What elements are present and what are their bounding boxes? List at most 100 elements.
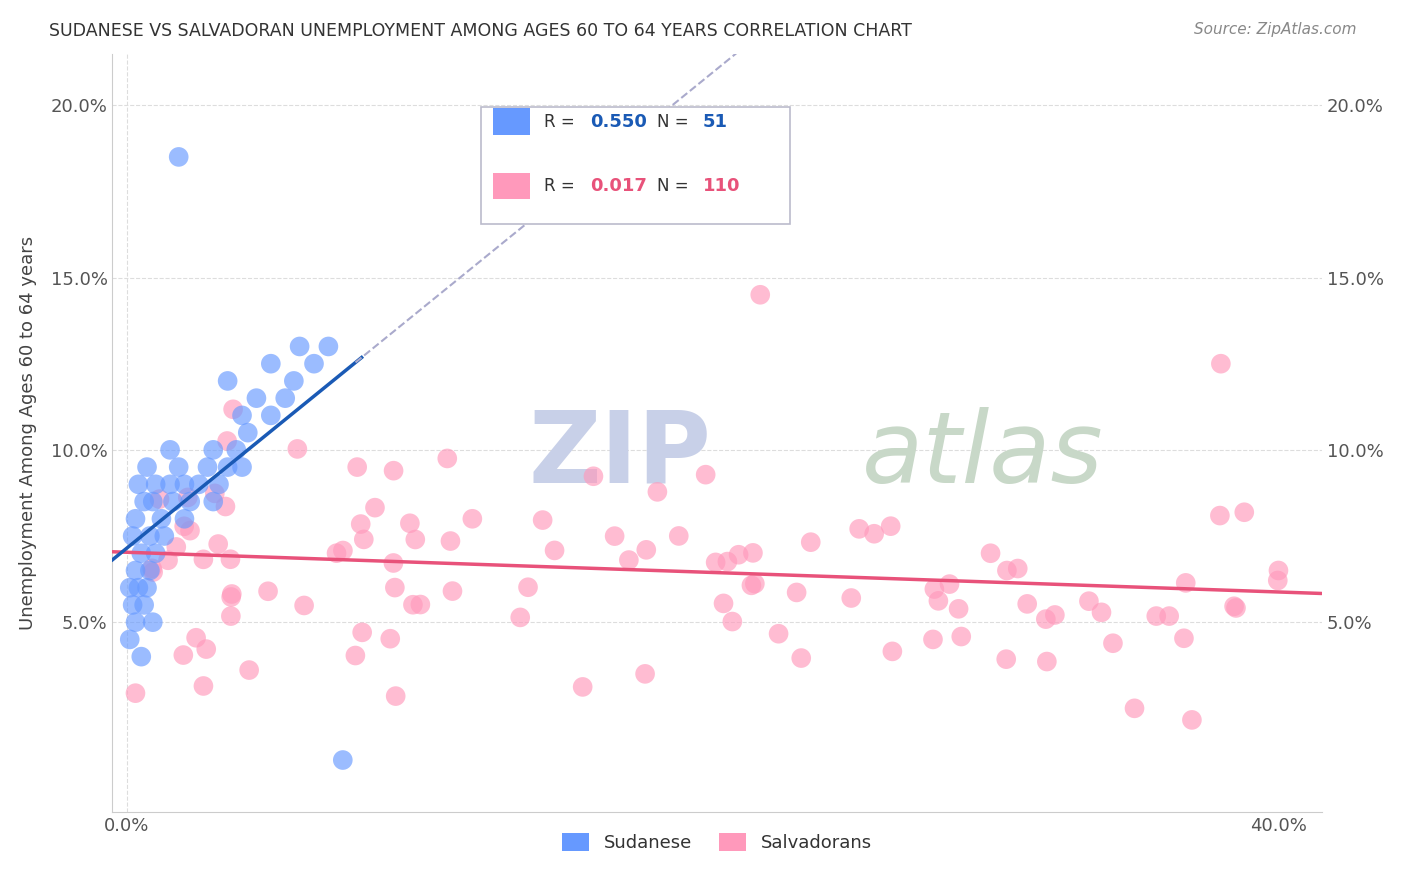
Point [159,477,181,491]
Point [165,540,187,554]
Text: 0.550: 0.550 [591,112,647,131]
Point [285,442,308,456]
Point [136,581,159,595]
Point [441,584,464,599]
Point [1267,564,1289,578]
Y-axis label: Unemployment Among Ages 60 to 64 years: Unemployment Among Ages 60 to 64 years [18,235,37,630]
Text: 110: 110 [703,178,740,195]
Point [1173,632,1195,646]
Point [1223,599,1246,614]
Point [162,494,184,508]
Point [995,564,1018,578]
Point [288,339,311,353]
Point [1225,601,1247,615]
Point [647,484,669,499]
Point [260,409,283,423]
Point [202,442,225,457]
Point [145,546,167,560]
Point [1144,609,1167,624]
Point [531,513,554,527]
Point [219,590,242,604]
Point [159,442,181,457]
Point [127,477,149,491]
Point [184,631,207,645]
Point [217,434,239,448]
Point [222,402,245,417]
Point [382,464,405,478]
Point [1043,607,1066,622]
Point [204,486,226,500]
Point [302,357,325,371]
Point [439,534,461,549]
Point [571,680,593,694]
Point [668,529,690,543]
Point [1077,594,1099,608]
Point [167,150,190,164]
Text: SUDANESE VS SALVADORAN UNEMPLOYMENT AMONG AGES 60 TO 64 YEARS CORRELATION CHART: SUDANESE VS SALVADORAN UNEMPLOYMENT AMON… [49,22,912,40]
Point [1181,713,1204,727]
Point [384,689,406,703]
Point [118,581,141,595]
Point [727,548,749,562]
Text: R =: R = [544,178,581,195]
Point [353,533,375,547]
Point [1090,605,1112,619]
Text: 51: 51 [703,112,727,131]
Text: N =: N = [657,178,693,195]
Point [197,460,219,475]
Point [749,287,772,301]
Point [292,599,315,613]
Point [1035,612,1057,626]
Point [922,632,945,647]
Point [150,512,173,526]
Point [118,632,141,647]
Point [139,529,162,543]
Point [603,529,626,543]
Point [742,546,765,560]
Point [352,625,374,640]
Point [231,409,253,423]
Point [219,609,242,624]
Point [1036,655,1059,669]
Point [695,467,717,482]
Point [127,581,149,595]
Point [257,584,280,599]
Point [404,533,426,547]
Point [1209,508,1232,523]
Point [721,615,744,629]
Point [139,564,162,578]
Point [1102,636,1125,650]
Text: Source: ZipAtlas.com: Source: ZipAtlas.com [1194,22,1357,37]
Point [384,581,406,595]
Point [509,610,531,624]
Point [121,598,143,612]
Point [145,477,167,491]
Point [617,553,640,567]
Point [219,552,242,566]
Point [134,494,156,508]
Point [1159,609,1181,624]
Point [217,374,239,388]
Point [187,477,209,491]
FancyBboxPatch shape [481,107,790,224]
Point [879,519,901,533]
Point [786,585,808,599]
Point [1267,574,1289,588]
Point [380,632,402,646]
Point [980,546,1002,560]
Point [409,598,432,612]
Point [173,477,195,491]
Point [399,516,422,531]
Point [214,500,236,514]
Point [283,374,305,388]
Point [995,652,1018,666]
Point [193,679,215,693]
Point [800,535,823,549]
Point [924,582,946,596]
Text: atlas: atlas [862,407,1104,504]
Point [882,644,904,658]
Point [136,460,159,475]
Point [134,598,156,612]
Text: ZIP: ZIP [529,407,711,504]
Point [121,529,143,543]
